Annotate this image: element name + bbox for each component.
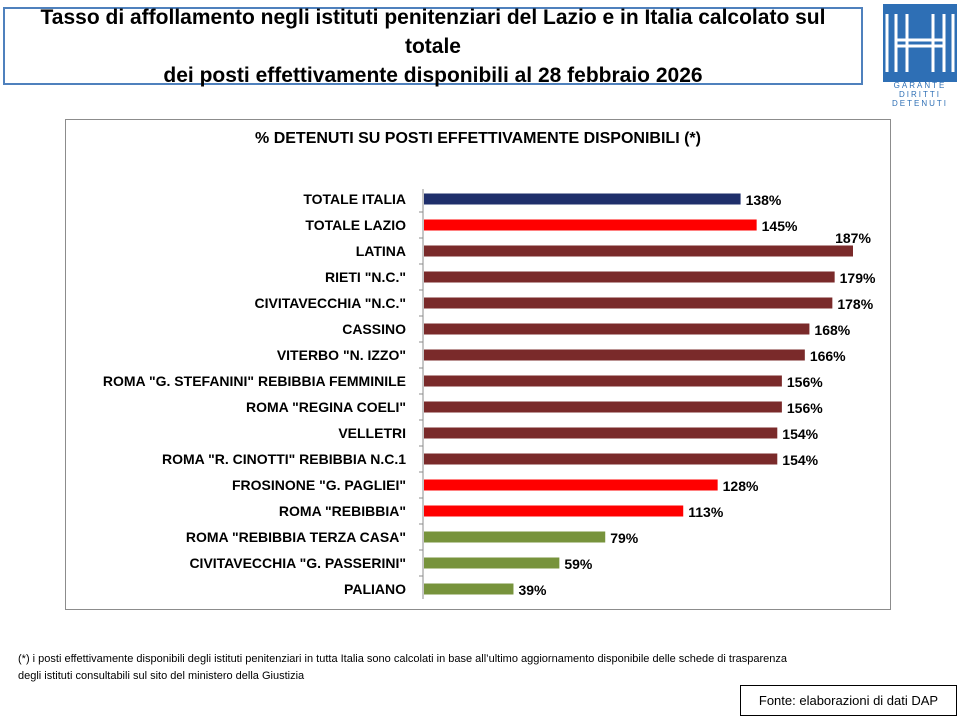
data-label: 39% [518,582,547,598]
title-line-1: Tasso di affollamento negli istituti pen… [40,5,826,58]
data-label: 128% [723,478,759,494]
bar [424,479,718,491]
data-label: 113% [688,504,724,520]
bar [424,271,835,283]
category-label: RIETI "N.C." [325,269,406,285]
category-label: ROMA "REGINA COELI" [246,399,406,415]
category-label: VELLETRI [338,425,406,441]
category-label: LATINA [356,243,406,259]
logo-text-line2: DIRITTI [899,90,941,99]
data-label: 166% [810,348,846,364]
bar [424,297,833,309]
category-label: ROMA "R. CINOTTI" REBIBBIA N.C.1 [162,451,406,467]
data-label: 145% [762,218,798,234]
page-title: Tasso di affollamento negli istituti pen… [33,3,833,90]
bar [424,349,805,361]
bar [424,583,514,595]
bar [424,453,778,465]
bar [424,401,782,413]
bar [424,375,782,387]
footnote-line-2: degli istituti consultabili sul sito del… [18,670,305,682]
chart-title: % DETENUTI SU POSTI EFFETTIVAMENTE DISPO… [255,130,701,147]
garante-logo: GARANTE DIRITTI DETENUTI [883,4,957,107]
data-label: 79% [610,530,639,546]
bar [424,245,853,257]
bar [424,193,741,205]
bar [424,427,778,439]
title-box: Tasso di affollamento negli istituti pen… [3,6,863,87]
footnote-line-1: (*) i posti effettivamente disponibili d… [18,653,788,665]
data-label: 154% [782,452,818,468]
bar [424,531,606,543]
data-label: 178% [837,296,873,312]
category-label: VITERBO "N. IZZO" [277,347,406,363]
category-label: TOTALE LAZIO [305,217,406,233]
data-label: 154% [782,426,818,442]
data-label: 168% [814,322,850,338]
data-label: 59% [564,556,593,572]
title-line-2: dei posti effettivamente disponibili al … [163,63,703,87]
category-label: ROMA "REBIBBIA TERZA CASA" [186,529,406,545]
footnote: (*) i posti effettivamente disponibili d… [18,651,938,685]
data-label: 156% [787,400,823,416]
category-label: CIVITAVECCHIA "G. PASSERINI" [189,555,406,571]
category-label: CIVITAVECCHIA "N.C." [255,295,406,311]
category-label: CASSINO [342,321,406,337]
category-label: TOTALE ITALIA [303,191,406,207]
source-note: Fonte: elaborazioni di dati DAP [740,685,957,716]
bar [424,557,560,569]
chart-frame: % DETENUTI SU POSTI EFFETTIVAMENTE DISPO… [65,119,891,610]
bar [424,219,757,231]
bar [424,323,810,335]
bar [424,505,684,517]
bar-chart: TOTALE ITALIA 138% TOTALE LAZIO 145% LATINA 1… [103,189,876,599]
logo-text-line3: DETENUTI [892,99,948,107]
data-label: 156% [787,374,823,390]
data-label: 138% [746,192,782,208]
logo-text-line1: GARANTE [894,81,947,90]
data-label: 179% [840,270,876,286]
data-label: 187% [835,230,871,246]
category-label: ROMA "REBIBBIA" [279,503,406,519]
category-label: ROMA "G. STEFANINI" REBIBBIA FEMMINILE [103,373,406,389]
category-label: PALIANO [344,581,406,597]
category-label: FROSINONE "G. PAGLIEI" [232,477,406,493]
